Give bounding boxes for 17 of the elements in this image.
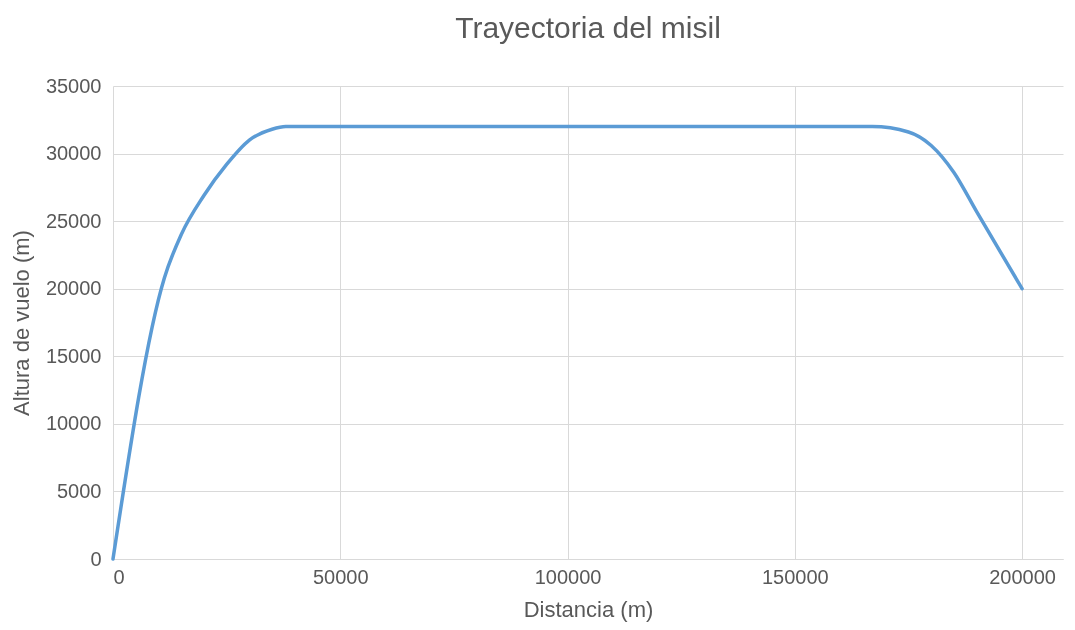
y-tick-label: 0 — [90, 547, 102, 570]
x-tick-label: 100000 — [534, 565, 602, 588]
y-tick-label: 20000 — [45, 277, 102, 300]
x-tick-label: 200000 — [989, 565, 1056, 588]
y-axis-title: Altura de vuelo (m) — [8, 230, 34, 416]
y-tick-label: 10000 — [45, 412, 102, 435]
y-tick-label: 35000 — [45, 74, 102, 97]
line-series — [111, 124, 1024, 561]
x-tick-label: 150000 — [761, 565, 829, 588]
y-tick-label: 30000 — [45, 142, 102, 165]
x-tick-label: 50000 — [312, 565, 369, 588]
x-axis-title: Distancia (m) — [523, 596, 654, 622]
chart-title: Trayectoria del misil — [455, 11, 721, 44]
y-tick-label: 5000 — [57, 479, 102, 502]
x-tick-label: 0 — [113, 565, 125, 588]
y-tick-label: 15000 — [45, 344, 102, 367]
y-tick-label: 25000 — [45, 209, 102, 232]
